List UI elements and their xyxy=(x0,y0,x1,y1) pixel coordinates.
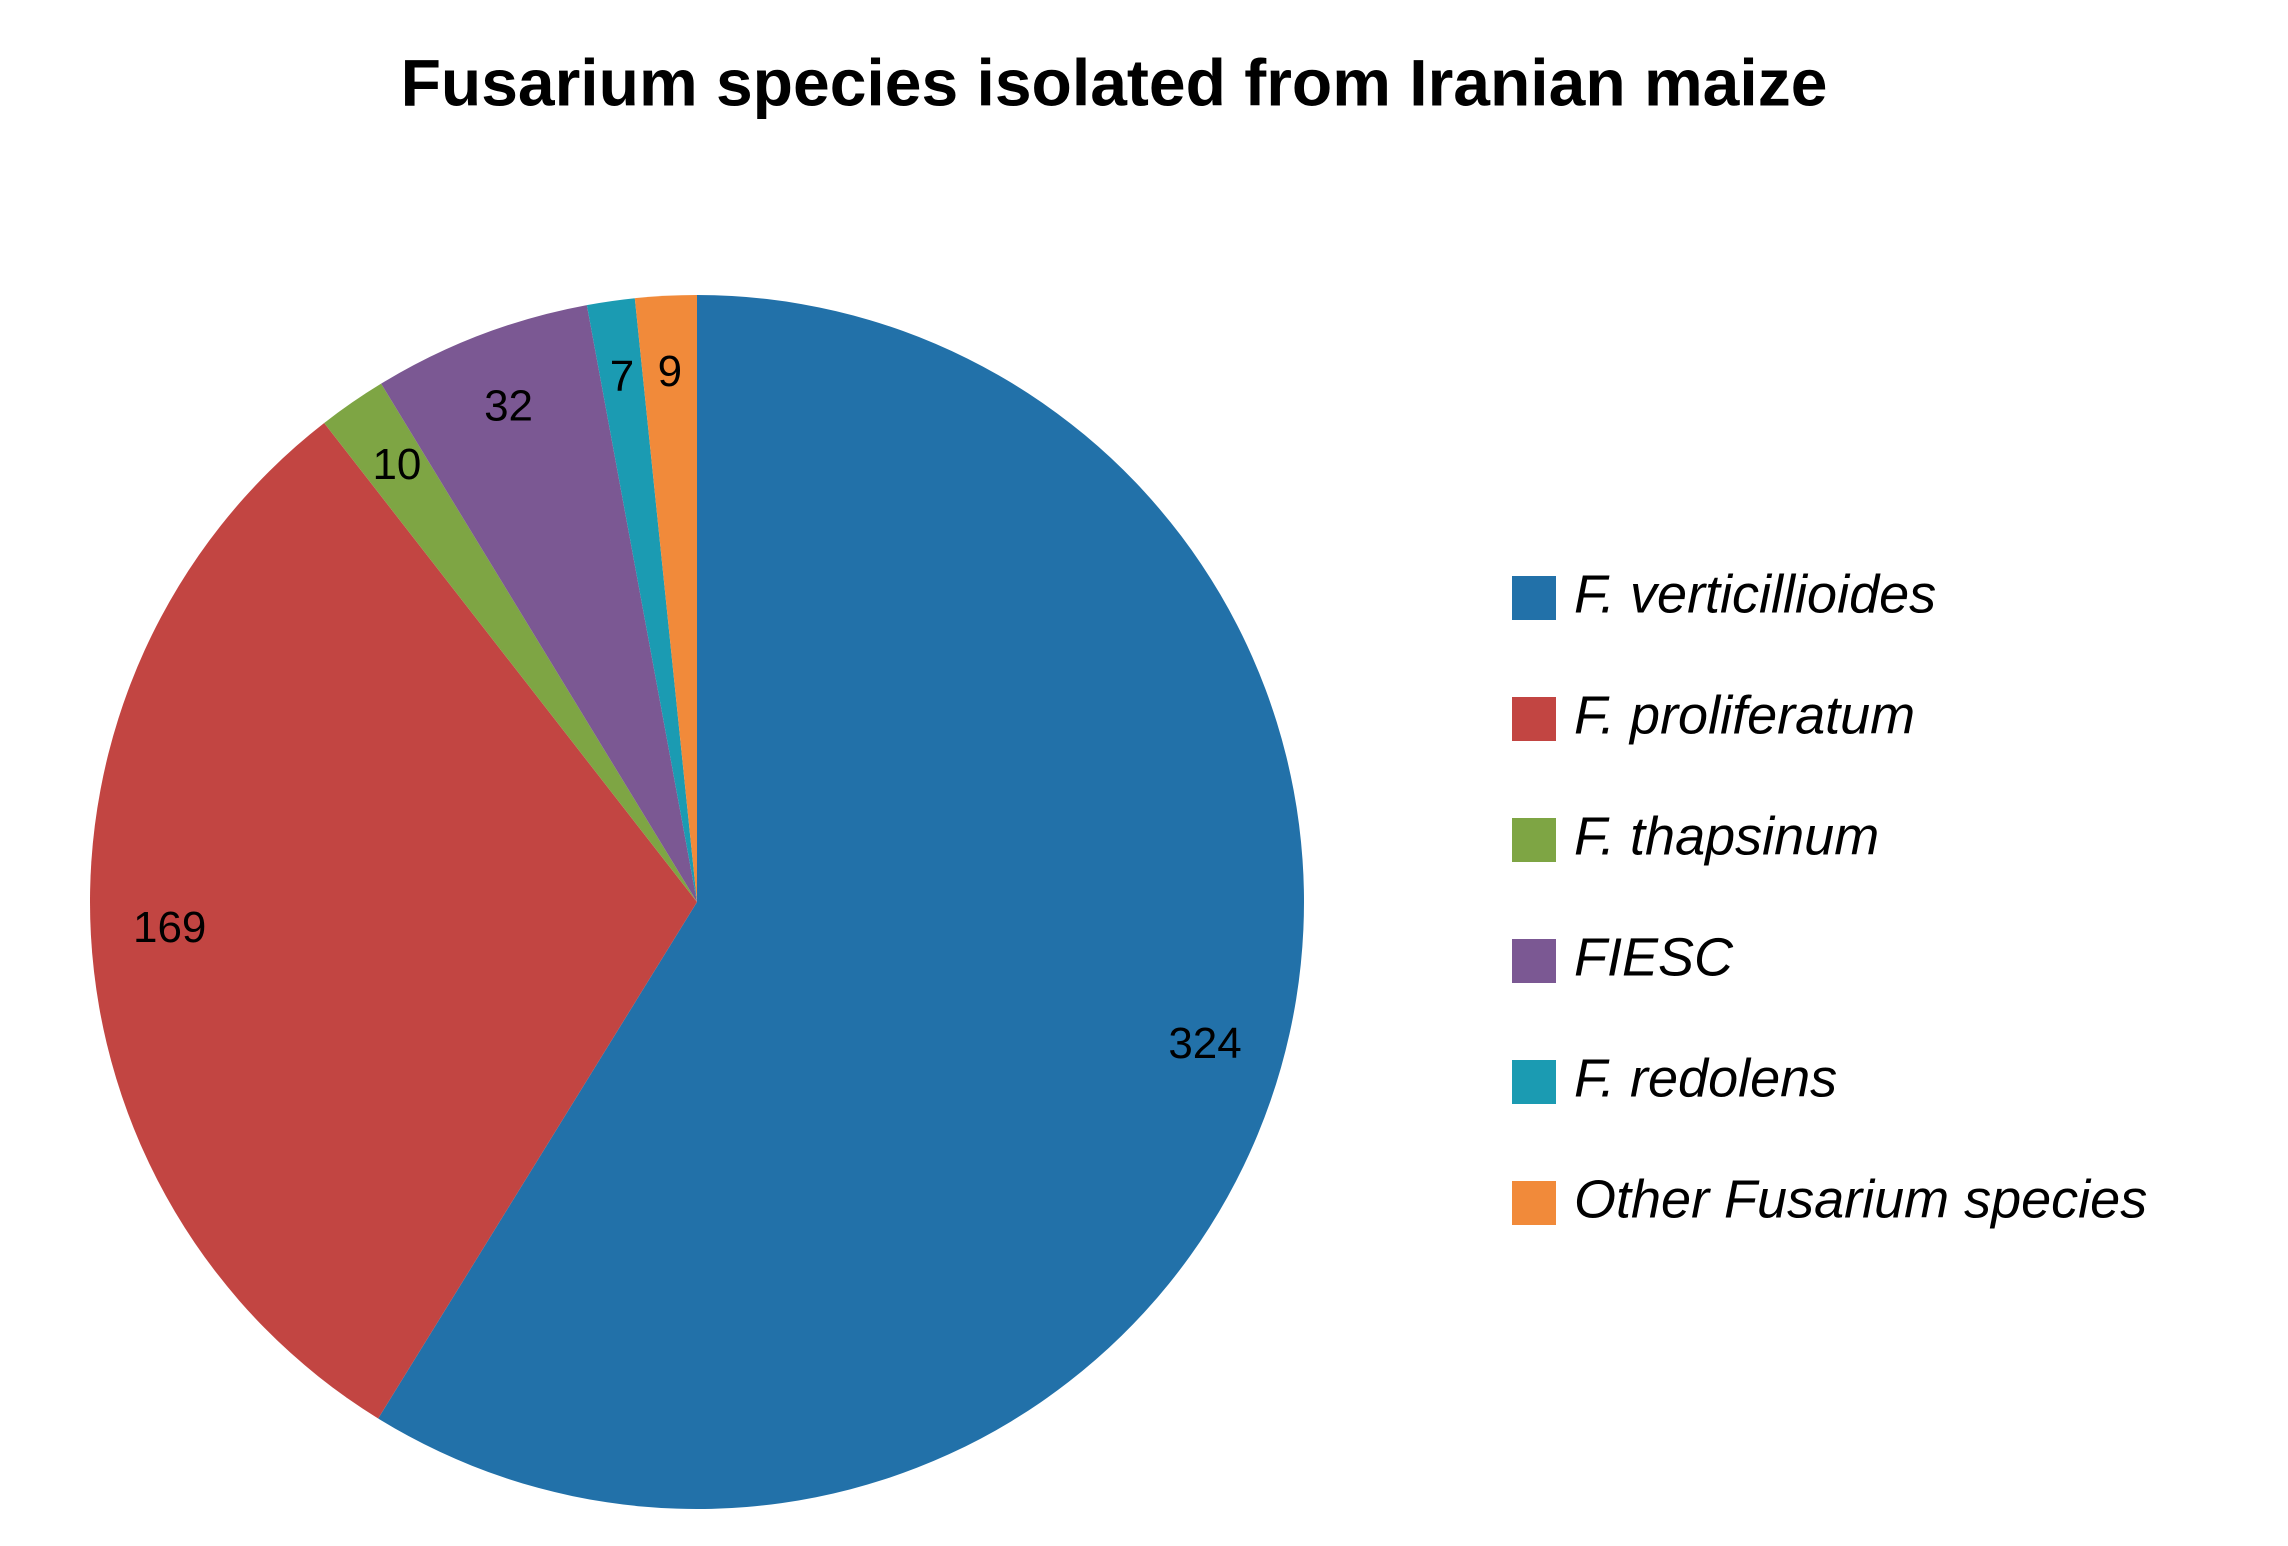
pie-slice xyxy=(324,383,697,902)
legend-swatch xyxy=(1512,939,1556,983)
data-label: 7 xyxy=(610,352,634,401)
legend-swatch xyxy=(1512,576,1556,620)
legend-label: F. thapsinum xyxy=(1574,806,1879,866)
legend-swatch xyxy=(1512,818,1556,862)
pie-slice xyxy=(634,295,697,902)
data-label: 169 xyxy=(133,903,206,952)
legend-label: FIESC xyxy=(1574,927,1734,987)
legend-label: F. verticillioides xyxy=(1574,564,1936,624)
pie-slice xyxy=(586,298,697,903)
legend-label: F. redolens xyxy=(1574,1048,1837,1108)
legend-label: Other Fusarium species xyxy=(1574,1169,2147,1229)
pie-slice xyxy=(378,295,1304,1509)
chart-title: Fusarium species isolated from Iranian m… xyxy=(401,45,1828,119)
data-label: 10 xyxy=(372,440,421,489)
pie-slice xyxy=(89,422,697,1419)
legend-swatch xyxy=(1512,1181,1556,1225)
data-label: 32 xyxy=(484,381,533,430)
pie-slice xyxy=(381,305,697,903)
legend-swatch xyxy=(1512,1060,1556,1104)
data-label: 9 xyxy=(658,347,682,396)
data-label: 324 xyxy=(1168,1019,1241,1068)
legend-swatch xyxy=(1512,697,1556,741)
legend-label: F. proliferatum xyxy=(1574,685,1915,745)
